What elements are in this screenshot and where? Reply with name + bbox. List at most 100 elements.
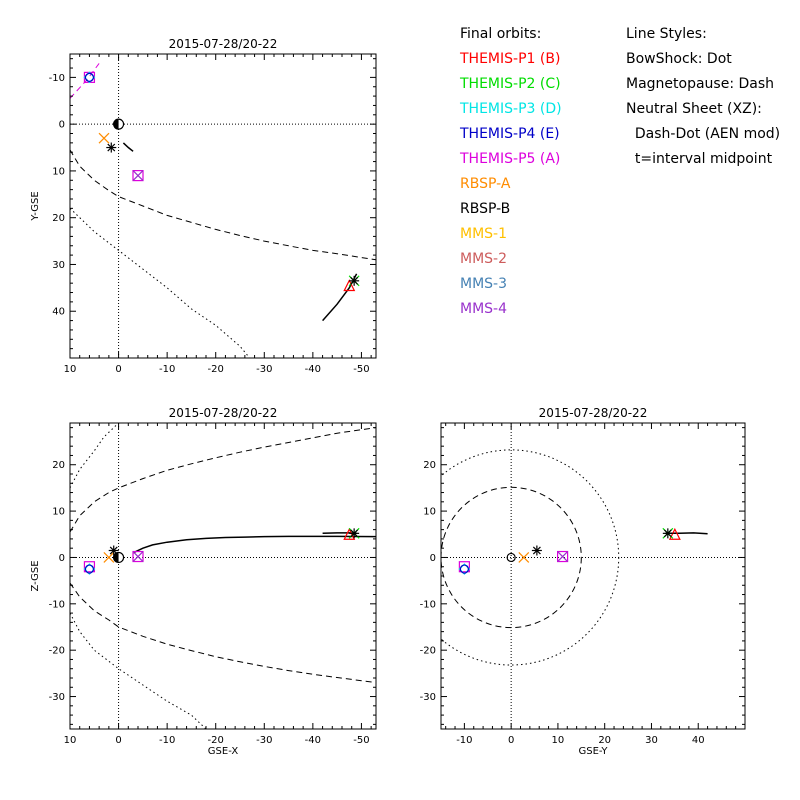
x-tick-label: -30	[256, 364, 272, 375]
plot-frame	[69, 422, 377, 730]
marker-square	[458, 561, 470, 573]
magnetopause-upper-line	[70, 427, 376, 533]
x-tick-label: -50	[353, 364, 369, 375]
line-style-entry: Magnetopause: Dash	[626, 76, 775, 92]
line-style-entry: t=interval midpoint	[626, 151, 773, 167]
line-style-entry: Dash-Dot (AEN mod)	[626, 126, 781, 142]
y-axis-label: Y-GSE	[30, 191, 41, 221]
marker-asterisk	[662, 528, 673, 539]
y-tick-label: -10	[420, 599, 436, 610]
marker-square	[132, 550, 144, 563]
marker-earth	[112, 118, 125, 130]
marker-triangle	[343, 527, 356, 540]
marker-asterisk	[531, 545, 542, 556]
x-tick-label: 10	[64, 364, 77, 375]
y-tick-label: 10	[52, 507, 65, 518]
orbit-legend-entry: MMS-2	[460, 251, 508, 267]
orbit-legend-entry: MMS-1	[460, 226, 508, 242]
x-axis-label: GSE-X	[208, 746, 239, 757]
panel-xz: 2015-07-28/20-22 10 0 -10 -20 -30 -40 -50 -30 -20…	[30, 406, 377, 757]
y-axis-label: Z-GSE	[30, 560, 41, 591]
marker-x	[103, 552, 115, 563]
marker-circle	[506, 552, 516, 563]
x-tick-label: -20	[208, 735, 224, 746]
marker-square	[83, 561, 96, 573]
marker-triangle	[343, 279, 356, 292]
magnetopause-line	[70, 149, 376, 261]
x-tick-label: -20	[208, 364, 224, 375]
x-tick-label: -40	[305, 364, 321, 375]
orbit-legend-entry: THEMIS-P4 (E)	[460, 126, 560, 142]
panel-xy: 2015-07-28/20-22 10 0 -10 -20 -30 -40 -50 -10 0 10…	[30, 37, 377, 375]
orbit-legend-entry: THEMIS-P2 (C)	[460, 76, 561, 92]
orbit-legend-entry: MMS-4	[460, 301, 508, 317]
y-tick-label: 20	[52, 213, 65, 224]
marker-circle	[84, 564, 95, 574]
x-tick-label: 0	[115, 735, 121, 746]
magnetopause-lower-line	[70, 582, 376, 684]
x-tick-label: 0	[115, 364, 121, 375]
y-tick-label: 0	[59, 553, 65, 564]
orbit-legend-entry: THEMIS-P1 (B)	[460, 51, 561, 67]
y-tick-label: 0	[59, 120, 65, 131]
magnetopause-boundary	[441, 486, 582, 629]
y-tick-label: 20	[52, 460, 65, 471]
x-tick-label: 40	[692, 735, 705, 746]
marker-circle	[84, 72, 95, 82]
y-tick-label: -30	[420, 692, 436, 703]
panel-yz: 2015-07-28/20-22 -10 0 10 20 30 40 -30 -20 -10 0 10…	[420, 406, 746, 757]
line-style-entry: BowShock: Dot	[626, 51, 732, 67]
marker-circle	[459, 564, 469, 574]
x-tick-label: 10	[64, 735, 77, 746]
bowshock-upper-line	[70, 423, 119, 489]
orbit-legend-entry: THEMIS-P3 (D)	[460, 101, 562, 117]
RBSP-B-track-line	[122, 142, 134, 152]
x-tick-label: -10	[159, 364, 175, 375]
y-tick-label: -20	[49, 646, 65, 657]
line-style-entry: Neutral Sheet (XZ):	[626, 101, 762, 117]
y-tick-label: -10	[49, 73, 65, 84]
marker-asterisk	[349, 275, 360, 286]
plot-frame	[69, 53, 377, 359]
bowshock-lower-line	[70, 612, 207, 729]
plot-title: 2015-07-28/20-22	[169, 37, 278, 51]
x-tick-label: -10	[159, 735, 175, 746]
y-tick-label: 10	[52, 166, 65, 177]
bowshock-boundary	[441, 449, 620, 666]
y-tick-label: -10	[49, 599, 65, 610]
bowshock-upper-line	[118, 54, 120, 55]
x-tick-label: 0	[508, 735, 514, 746]
plot-frame	[440, 422, 746, 730]
x-tick-label: -50	[353, 735, 369, 746]
x-tick-label: 10	[552, 735, 565, 746]
plot-title: 2015-07-28/20-22	[169, 406, 278, 420]
marker-x	[98, 132, 110, 144]
marker-triangle	[668, 527, 681, 540]
line-styles-legend-title: Line Styles:	[626, 26, 707, 42]
y-tick-label: -30	[49, 692, 65, 703]
neutral-sheet-line	[132, 535, 376, 554]
marker-asterisk	[106, 142, 117, 153]
marker-x	[557, 551, 569, 562]
marker-square	[132, 170, 144, 182]
x-axis-label: GSE-Y	[579, 746, 609, 757]
y-tick-label: 20	[423, 460, 436, 471]
y-tick-label: 30	[52, 260, 65, 271]
y-tick-label: 0	[430, 553, 436, 564]
orbit-legend-entry: RBSP-B	[460, 201, 511, 217]
marker-earth	[112, 551, 125, 564]
orbit-legend-entry: MMS-3	[460, 276, 508, 292]
x-tick-label: 30	[645, 735, 658, 746]
orbits-legend-title: Final orbits:	[460, 26, 542, 42]
x-tick-label: 20	[598, 735, 611, 746]
y-tick-label: 10	[423, 507, 436, 518]
bowshock-line	[70, 207, 251, 358]
marker-x	[132, 551, 144, 562]
marker-x	[132, 170, 144, 182]
y-tick-label: 40	[52, 307, 65, 318]
marker-square	[556, 550, 569, 563]
marker-x	[518, 552, 530, 563]
x-tick-label: -30	[256, 735, 272, 746]
plot-title: 2015-07-28/20-22	[539, 406, 648, 420]
